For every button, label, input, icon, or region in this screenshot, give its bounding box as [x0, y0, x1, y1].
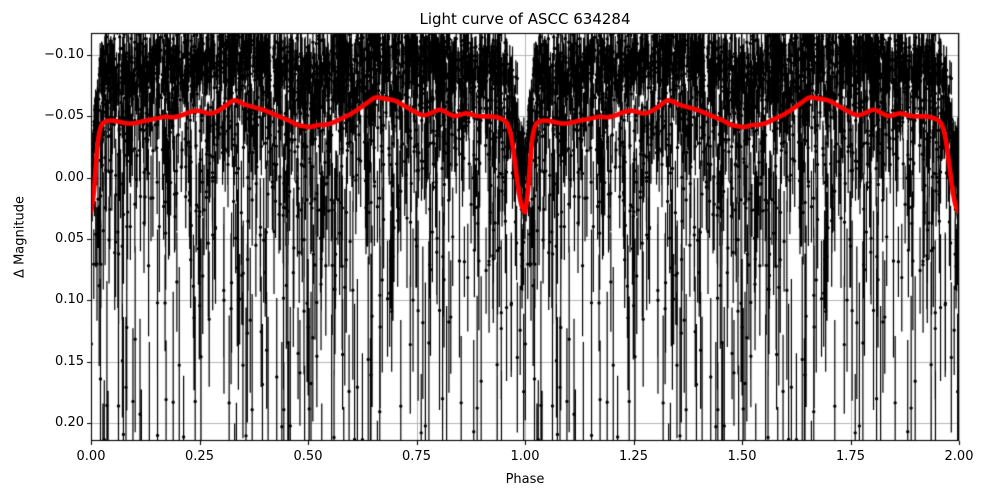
x-tick-label: 1.75 [836, 449, 865, 464]
y-tick-label: 0.10 [55, 292, 84, 308]
x-tick-label: 0.25 [185, 449, 214, 464]
y-tick-label: 0.20 [55, 415, 84, 431]
x-tick-label: 1.25 [619, 449, 648, 464]
y-tick-label: 0.05 [55, 231, 84, 247]
x-tick-label: 0.50 [293, 449, 323, 464]
y-tick-label: 0.15 [55, 353, 84, 369]
x-tick-label: 1.00 [510, 449, 540, 464]
x-tick-label: 1.50 [727, 449, 757, 464]
y-tick-label: −0.10 [44, 47, 84, 63]
x-axis-label: Phase [505, 472, 545, 487]
x-tick-label: 0.00 [76, 449, 106, 464]
x-tick-label: 2.00 [944, 449, 974, 464]
chart-title: Light curve of ASCC 634284 [419, 10, 631, 28]
y-tick-label: −0.05 [44, 108, 84, 124]
x-tick-label: 0.75 [402, 449, 431, 464]
y-tick-label: 0.00 [55, 169, 84, 185]
